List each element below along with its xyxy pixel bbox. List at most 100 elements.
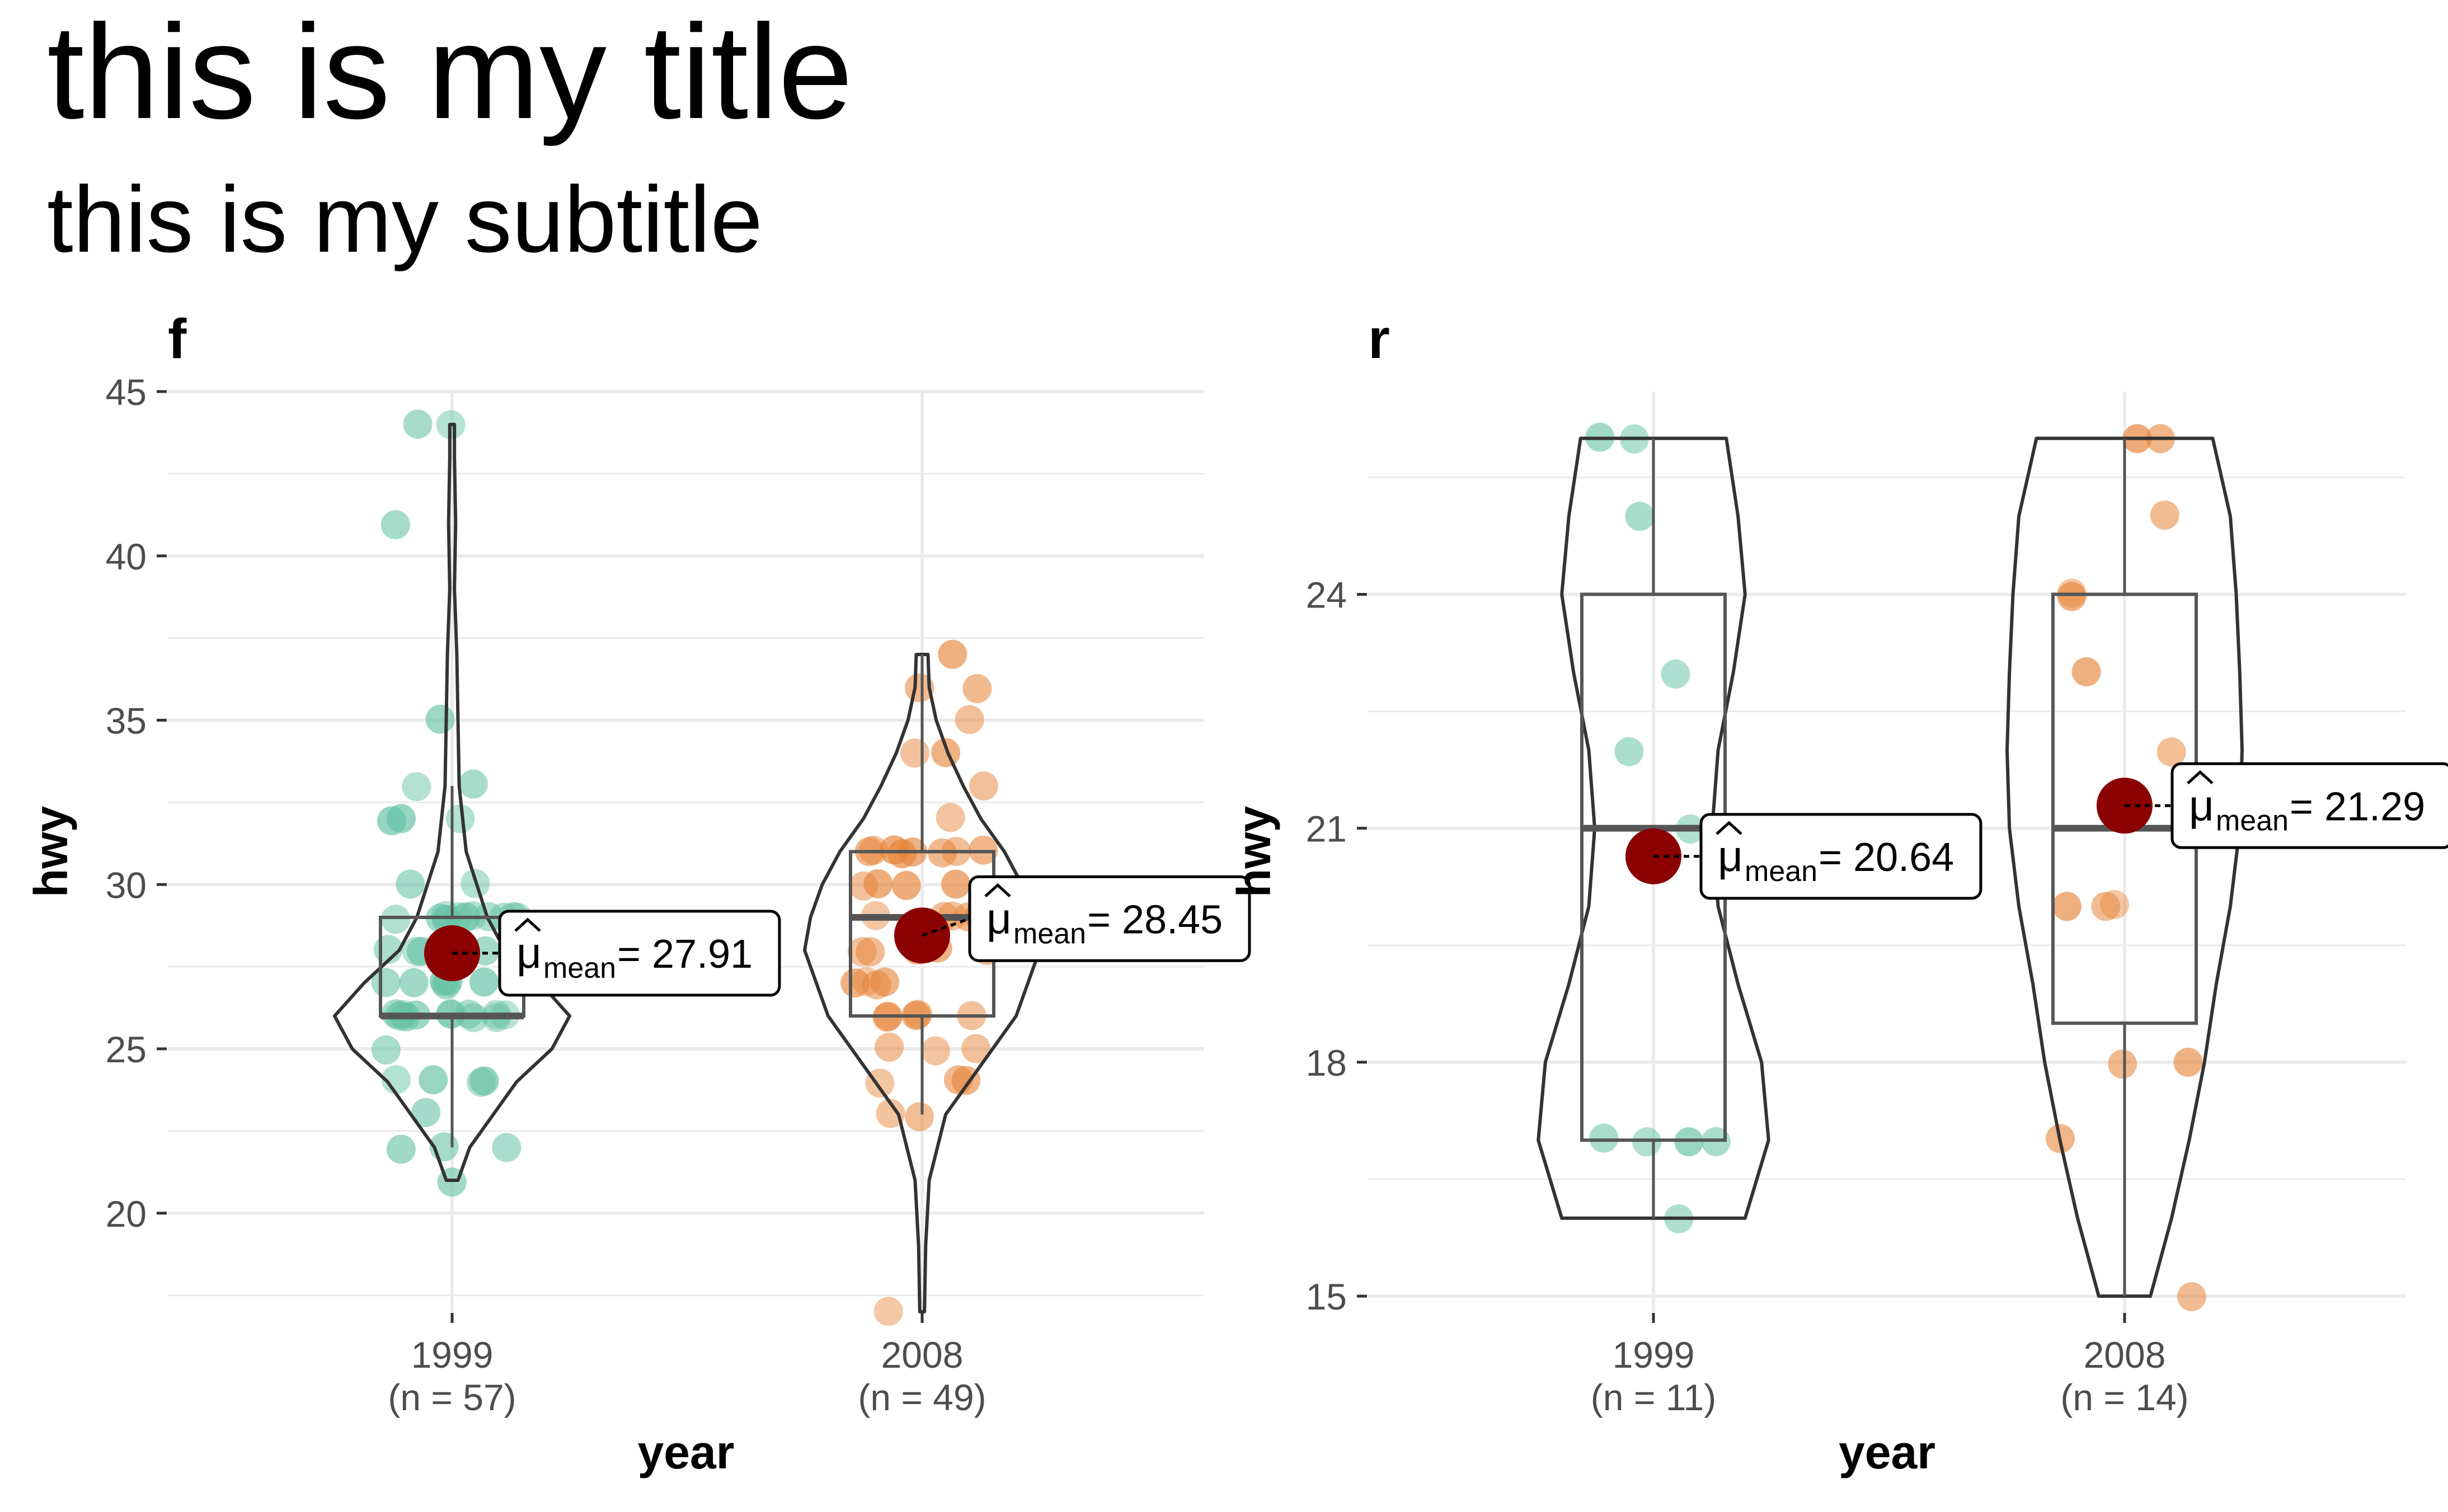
mean-subscript: mean: [2216, 804, 2289, 837]
data-point: [856, 937, 885, 967]
panel-f: f 20 25 30 35 40 45 hwy 1999(n = 57) 2008(n = 49)…: [25, 308, 1251, 1478]
data-point: [849, 871, 878, 901]
data-point: [1625, 502, 1655, 531]
mean-subscript: mean: [543, 952, 616, 985]
data-point: [399, 968, 429, 997]
y-tick-label: 21: [1306, 808, 1347, 850]
x-tick-label: 2008: [881, 1334, 964, 1376]
data-point: [847, 937, 877, 967]
data-point: [941, 869, 971, 899]
x-count-label: (n = 57): [388, 1377, 516, 1418]
y-tick-label: 24: [1306, 574, 1347, 615]
data-point: [936, 803, 965, 832]
data-point: [403, 409, 433, 439]
data-point: [875, 1032, 904, 1062]
mean-label-leader: [922, 917, 970, 937]
data-point: [876, 1099, 905, 1128]
group-1999: μ mean = 20.64: [1537, 422, 1982, 1233]
data-point: [419, 1065, 448, 1095]
mean-hat: [1716, 821, 1742, 835]
data-point: [492, 1133, 521, 1162]
data-point: [469, 967, 499, 997]
mean-symbol: μ: [986, 893, 1012, 943]
y-tick-label: 45: [106, 371, 147, 413]
x-tick-label: 1999: [411, 1334, 494, 1376]
x-count-label: (n = 11): [1591, 1377, 1716, 1418]
data-point: [458, 769, 488, 799]
data-point: [2177, 1282, 2206, 1312]
violin: [803, 653, 1041, 1313]
data-point: [969, 771, 999, 801]
data-point: [873, 1297, 903, 1326]
mean-label-box: [498, 910, 781, 997]
mean-symbol: μ: [1718, 831, 1743, 880]
data-point: [386, 1134, 416, 1164]
page-title: this is my title: [47, 0, 853, 147]
data-point: [2108, 1049, 2137, 1079]
mean-label-box: [2170, 762, 2448, 849]
y-tick-label: 35: [106, 700, 147, 742]
data-point: [380, 510, 410, 540]
y-tick-label: 15: [1306, 1276, 1347, 1317]
data-point: [402, 772, 431, 802]
group-1999: μ mean = 27.91: [333, 409, 781, 1197]
mean-label-value: = 27.91: [617, 932, 753, 977]
data-point: [381, 1065, 411, 1095]
violin: [2005, 436, 2244, 1298]
y-tick-label: 25: [106, 1029, 147, 1070]
data-point: [921, 1036, 951, 1066]
data-point: [425, 704, 455, 734]
data-point: [840, 968, 870, 998]
x-axis-title: year: [1839, 1426, 1935, 1478]
group-2008: μ mean = 28.45: [803, 639, 1251, 1326]
data-point: [2150, 500, 2179, 530]
data-point: [961, 1034, 991, 1063]
data-point: [2052, 892, 2081, 921]
mean-subscript: mean: [1745, 855, 1817, 888]
data-point: [372, 1035, 401, 1065]
data-point: [371, 968, 401, 997]
mean-symbol: μ: [2189, 780, 2214, 830]
mean-symbol: μ: [516, 928, 542, 977]
y-axis-title: hwy: [1228, 806, 1280, 898]
y-axis-title: hwy: [25, 806, 77, 898]
data-point: [1661, 660, 1690, 689]
facet-label: r: [1368, 308, 1390, 370]
y-tick-label: 40: [106, 536, 147, 577]
data-point: [900, 738, 930, 768]
mean-hat: [514, 917, 541, 932]
data-point: [1614, 737, 1644, 766]
data-point: [1589, 1123, 1619, 1153]
data-point: [905, 1102, 934, 1132]
page-subtitle: this is my subtitle: [47, 167, 763, 272]
data-point: [2173, 1047, 2203, 1077]
data-point: [862, 970, 891, 1000]
x-tick-label: 2008: [2084, 1334, 2166, 1376]
mean-hat: [2187, 770, 2214, 785]
data-point: [2057, 582, 2087, 611]
data-point: [955, 705, 984, 734]
data-point: [891, 870, 921, 900]
x-tick-label: 1999: [1613, 1334, 1695, 1376]
panel-r: r 15 18 21 24 hwy 1999(n = 11) 2008(n = 14) year…: [1228, 308, 2448, 1478]
group-2008: μ mean = 21.29: [2005, 424, 2448, 1312]
data-point: [2071, 657, 2101, 687]
x-count-label: (n = 14): [2060, 1377, 2188, 1418]
data-point: [381, 905, 411, 934]
y-tick-label: 30: [106, 864, 147, 906]
data-point: [467, 1067, 496, 1097]
x-count-label: (n = 49): [858, 1377, 986, 1418]
mean-label-box: [1699, 813, 1982, 900]
y-tick-label: 18: [1306, 1042, 1347, 1084]
mean-hat: [984, 883, 1011, 898]
data-point: [2156, 737, 2186, 767]
data-point: [386, 804, 416, 833]
x-axis-title: year: [638, 1426, 735, 1478]
mean-label-box: [968, 875, 1251, 962]
data-point: [962, 673, 992, 703]
y-tick-label: 20: [106, 1193, 147, 1235]
data-point: [938, 639, 967, 669]
mean-label-value: = 28.45: [1087, 897, 1223, 942]
facet-label: f: [168, 308, 187, 370]
